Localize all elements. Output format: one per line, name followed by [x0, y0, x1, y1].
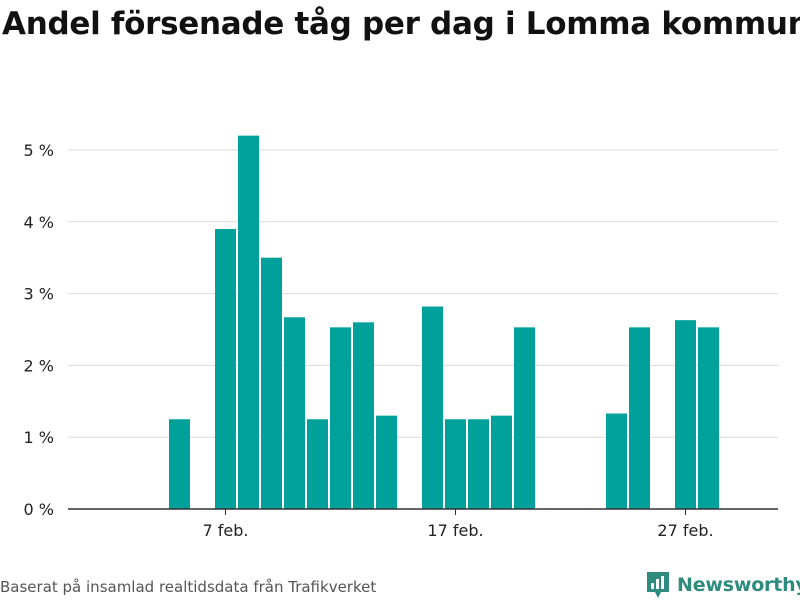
bar	[445, 419, 466, 509]
bar	[284, 317, 305, 509]
bar	[169, 419, 190, 509]
bar	[468, 419, 489, 509]
brand: Newsworthy	[645, 570, 800, 600]
bar	[422, 306, 443, 509]
bar	[261, 257, 282, 509]
brand-name: Newsworthy	[677, 574, 800, 596]
y-tick-label: 1 %	[24, 428, 54, 447]
bar	[330, 327, 351, 509]
bar	[629, 327, 650, 509]
bar	[376, 415, 397, 509]
y-tick-label: 5 %	[24, 141, 54, 160]
chart-title: Andel försenade tåg per dag i Lomma komm…	[2, 6, 800, 42]
newsworthy-logo-icon	[647, 572, 669, 598]
y-tick-label: 3 %	[24, 285, 54, 304]
bar	[307, 419, 328, 509]
y-tick-label: 2 %	[24, 356, 54, 375]
bar	[353, 322, 374, 509]
bar	[675, 320, 696, 509]
bar	[215, 228, 236, 510]
bar	[606, 413, 627, 509]
bar	[698, 327, 719, 509]
source-note: Baserat på insamlad realtidsdata från Tr…	[0, 578, 377, 596]
bar	[491, 415, 512, 509]
y-tick-label: 4 %	[24, 213, 54, 232]
bar	[514, 327, 535, 509]
y-tick-label: 0 %	[24, 500, 54, 519]
bar	[238, 135, 259, 509]
x-tick-label: 27 feb.	[657, 521, 713, 540]
x-tick-label: 7 feb.	[203, 521, 249, 540]
x-tick-label: 17 feb.	[427, 521, 483, 540]
